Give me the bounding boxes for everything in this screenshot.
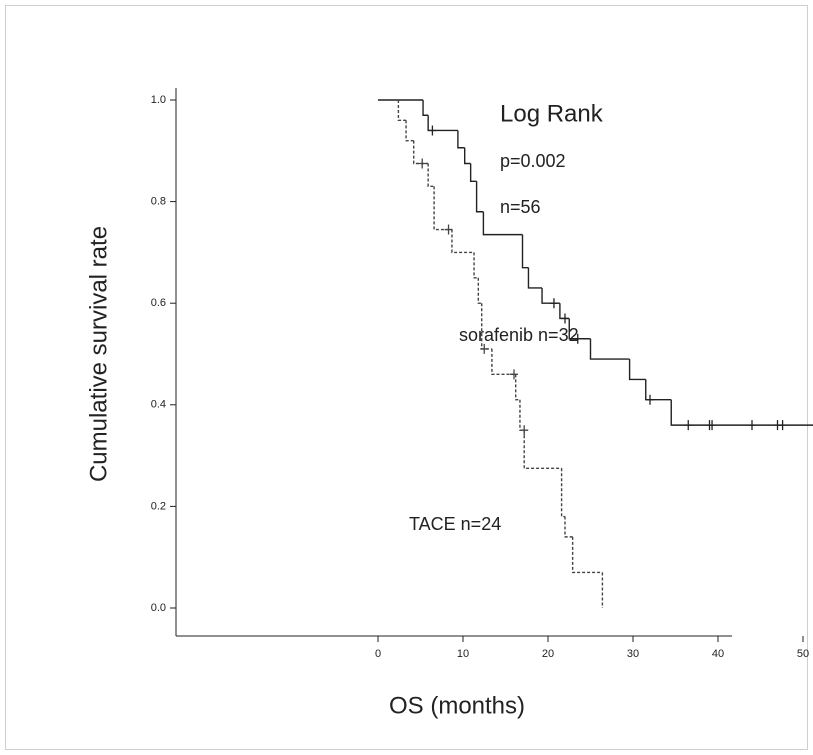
frame [5, 5, 808, 750]
censor-mark [510, 369, 518, 380]
survival-step [628, 359, 646, 381]
survival-step [560, 468, 565, 518]
survival-step [469, 163, 477, 182]
survival-step [473, 252, 479, 279]
survival-step [397, 100, 407, 122]
survival-step [457, 130, 465, 149]
survival-step [670, 399, 813, 426]
survival-step [422, 100, 429, 116]
survival-step [482, 211, 523, 236]
y-tick-label: 1.0 [151, 94, 166, 106]
censor-mark [428, 125, 437, 136]
censor-mark [708, 420, 717, 431]
y-tick-label: 0.6 [151, 297, 166, 309]
survival-step [571, 536, 603, 574]
survival-step [433, 186, 452, 231]
censor-mark [444, 224, 453, 235]
series-label: sorafenib n=32 [459, 325, 579, 345]
censor-mark [748, 420, 756, 431]
y-tick-label: 0.0 [151, 602, 166, 614]
x-tick-label: 0 [375, 648, 381, 660]
survival-step [541, 287, 560, 304]
survival-step [491, 348, 516, 376]
survival-step [568, 318, 591, 340]
survival-step [589, 338, 630, 360]
survival-step [527, 267, 543, 289]
survival-step [413, 140, 429, 165]
censor-mark [480, 343, 489, 354]
censor-mark [646, 394, 654, 405]
survival-step [645, 379, 672, 401]
survival-step [477, 277, 482, 304]
censor-mark [549, 298, 558, 309]
series-label: TACE n=24 [409, 514, 501, 534]
survival-step [564, 516, 573, 538]
survival-step [427, 163, 435, 188]
x-tick-label: 30 [627, 648, 639, 660]
x-tick-label: 10 [457, 648, 469, 660]
y-tick-label: 0.8 [151, 196, 166, 208]
x-axis-label: OS (months) [389, 692, 525, 719]
survival-step [427, 115, 458, 132]
annotation: n=56 [500, 197, 541, 217]
y-axis-label: Cumulative survival rate [85, 226, 112, 482]
survival-step [523, 430, 562, 469]
y-tick-label: 0.4 [151, 399, 166, 411]
x-tick-label: 20 [542, 648, 554, 660]
annotation: Log Rank [500, 100, 604, 127]
censor-mark [573, 333, 582, 344]
x-tick-label: 40 [712, 648, 724, 660]
survival-step [521, 234, 529, 269]
survival-step [475, 181, 484, 213]
censor-mark [520, 425, 529, 436]
survival-step [405, 120, 414, 142]
survival-step [451, 229, 475, 254]
survival-step [464, 147, 471, 165]
annotation: p=0.002 [500, 151, 566, 171]
x-tick-label: 50 [797, 648, 809, 660]
censor-mark [684, 420, 693, 431]
survival-step [515, 374, 520, 401]
censor-mark [561, 313, 569, 324]
censor-mark [778, 420, 787, 431]
y-tick-label: 0.2 [151, 500, 166, 512]
survival-step [519, 399, 525, 431]
censor-mark [418, 158, 427, 169]
